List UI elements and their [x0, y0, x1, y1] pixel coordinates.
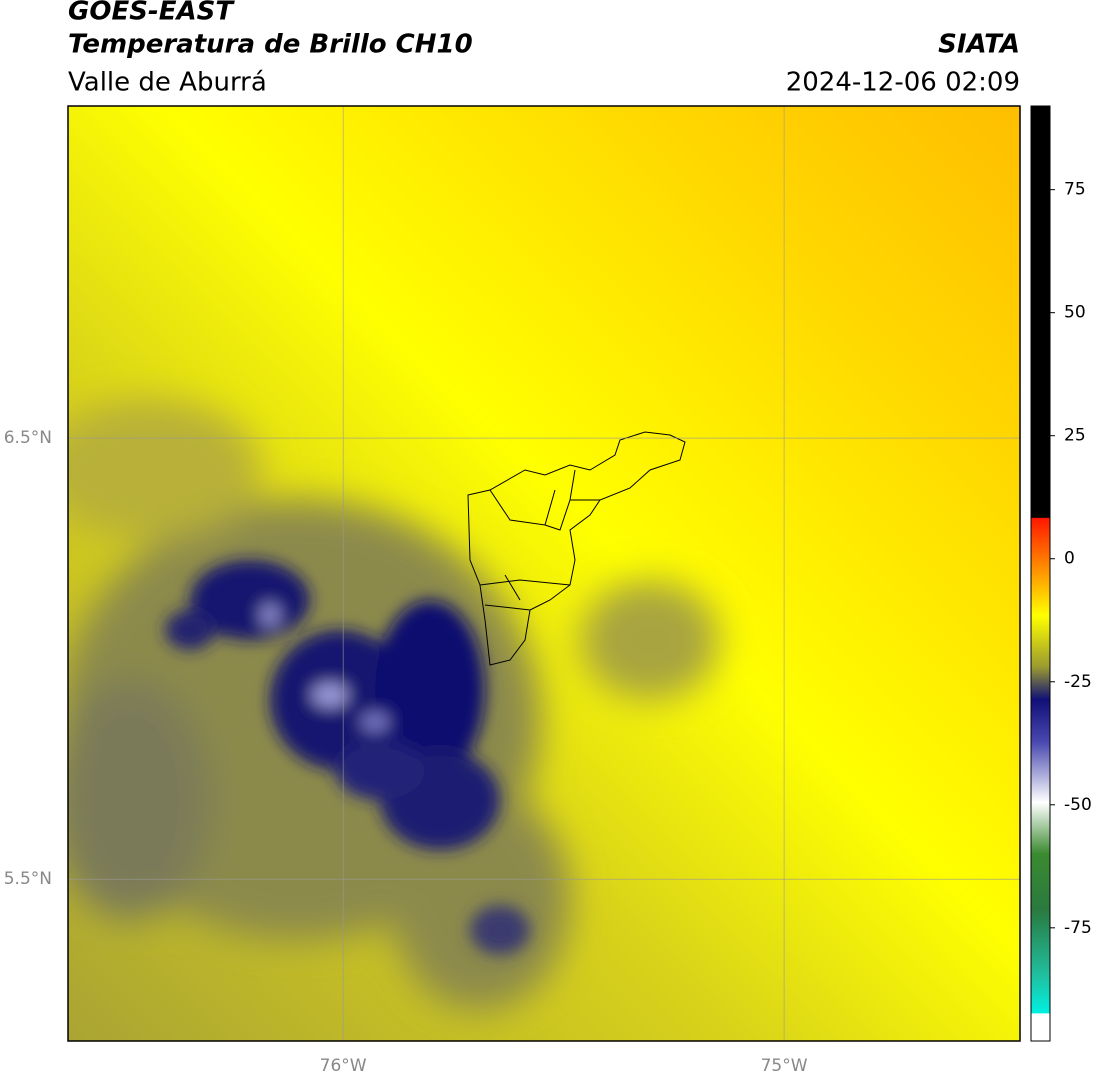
x-tick-label: 75°W — [761, 1056, 808, 1076]
colorbar — [1030, 105, 1051, 1042]
subtitle: Valle de Aburrá — [68, 68, 267, 98]
source: SIATA — [938, 30, 1020, 60]
map-field — [68, 106, 1020, 1041]
title-line: GOES-EAST — [68, 0, 235, 27]
map-frame — [67, 105, 1021, 1042]
colorbar-tick-label: 50 — [1064, 303, 1086, 323]
colorbar-tick-label: -25 — [1064, 672, 1092, 692]
colorbar-tick-label: -50 — [1064, 795, 1092, 815]
timestamp: 2024-12-06 02:09 — [786, 68, 1020, 98]
colorbar-tick-label: -75 — [1064, 918, 1092, 938]
title-line: Temperatura de Brillo CH10 — [68, 30, 473, 60]
colorbar-tick-label: 25 — [1064, 426, 1086, 446]
y-tick-label: 6.5°N — [4, 428, 52, 448]
y-tick-label: 5.5°N — [4, 869, 52, 889]
x-tick-label: 76°W — [320, 1056, 367, 1076]
colorbar-tick-label: 0 — [1064, 549, 1075, 569]
colorbar-tick-label: 75 — [1064, 180, 1086, 200]
